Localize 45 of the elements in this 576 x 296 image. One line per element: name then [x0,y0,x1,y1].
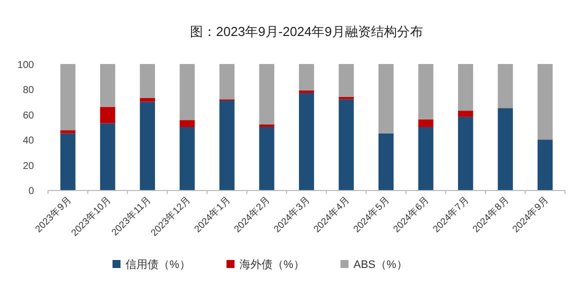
bar [418,64,434,120]
bar [60,64,76,130]
bar [538,64,553,140]
bar [418,119,434,127]
chart-title: 图：2023年9月-2024年9月融资结构分布 [190,24,423,39]
legend-label: 海外债（%） [240,259,304,271]
bar [180,64,195,120]
legend-label: 信用债（%） [126,259,190,271]
bar [259,124,274,127]
y-tick-label: 0 [28,186,34,197]
bar [338,64,354,97]
bar [458,116,474,190]
y-tick-label: 100 [17,60,34,71]
bar [298,90,314,93]
bar [140,102,155,190]
bar [458,64,474,111]
bar [338,96,354,100]
bar [60,130,76,134]
bar [100,123,116,190]
bar [538,140,553,190]
bar [498,64,513,108]
bar [219,64,235,100]
y-tick-label: 60 [22,110,34,122]
bar [378,64,394,134]
bar [458,110,474,117]
bar [259,127,274,190]
bar [140,98,155,102]
bar [418,127,434,190]
bar [100,64,116,107]
bar [219,100,235,190]
bar [298,64,314,90]
bar [140,64,155,98]
y-tick-label: 20 [22,160,34,172]
bar [259,64,274,124]
bar [338,99,354,190]
legend-label: ABS（%） [354,259,408,271]
bar [378,133,394,190]
bar [60,133,76,190]
y-tick-label: 40 [22,136,34,147]
bar [180,127,195,190]
bar [180,120,195,127]
bar [100,106,116,124]
bar [298,92,314,190]
y-tick-label: 80 [22,85,34,96]
bar [498,108,513,190]
